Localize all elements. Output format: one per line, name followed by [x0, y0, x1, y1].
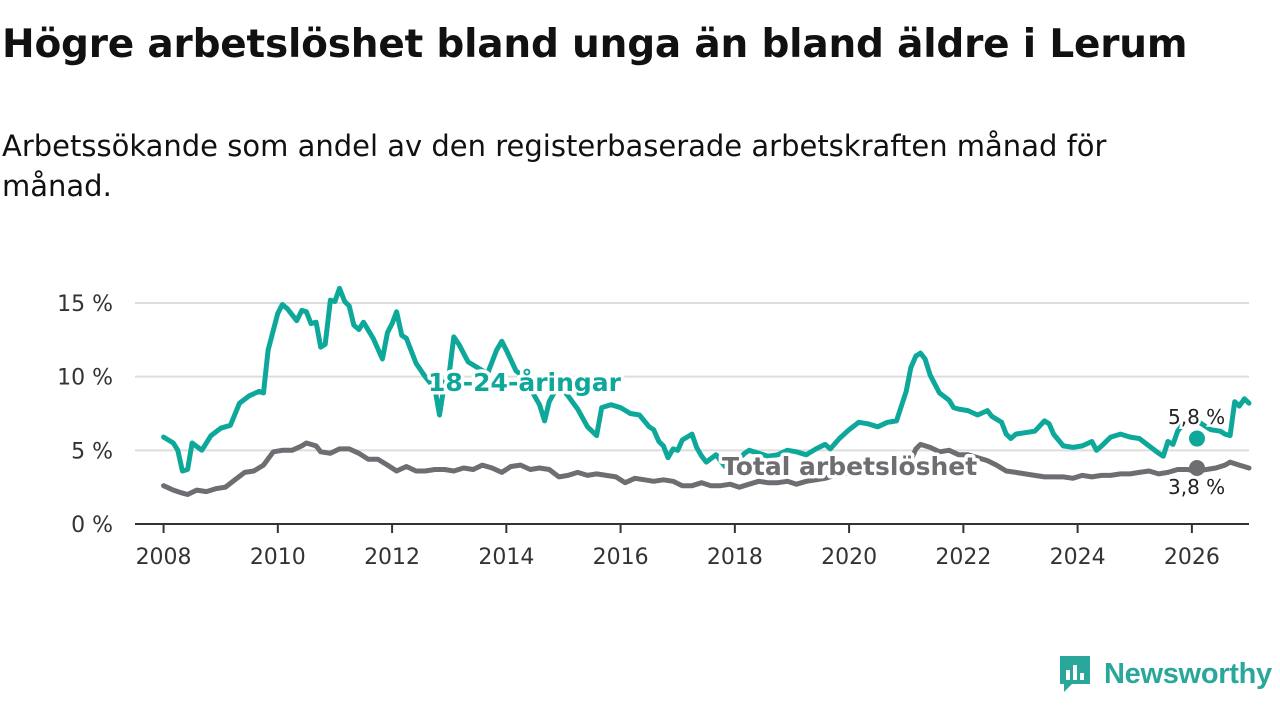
newsworthy-logo: Newsworthy — [1058, 654, 1272, 694]
series-labels: 18-24-åringar Total arbetslöshet 5,8 % 3… — [425, 365, 1228, 502]
series-label-total: Total arbetslöshet — [722, 452, 977, 481]
x-tick-label: 2010 — [250, 545, 306, 570]
brand-name: Newsworthy — [1104, 657, 1272, 690]
x-tick-label: 2008 — [136, 545, 192, 570]
end-point-total — [1189, 460, 1205, 477]
line-chart: 0 %5 %10 %15 % 2008 2010 2012 2014 2016 2018 2… — [57, 285, 1252, 570]
end-point-youth — [1189, 430, 1205, 447]
y-tick-label: 15 % — [57, 292, 113, 317]
x-axis-ticks: 2008 2010 2012 2014 2016 2018 2020 2022 2024 2026 — [136, 524, 1220, 570]
x-tick-label: 2014 — [478, 545, 534, 570]
x-tick-label: 2016 — [593, 545, 649, 570]
y-tick-label: 5 % — [71, 439, 113, 464]
x-tick-label: 2026 — [1164, 545, 1220, 570]
series-label-youth: 18-24-åringar — [428, 368, 622, 397]
y-axis-ticks: 0 % 5 % 10 % 15 % — [57, 292, 113, 538]
y-tick-label: 10 % — [57, 366, 113, 391]
series-line-total — [161, 440, 1252, 497]
chart-subtitle: Arbetssökande som andel av den registerb… — [2, 129, 1107, 203]
chart-title: Högre arbetslöshet bland unga än bland ä… — [2, 22, 1188, 67]
newsworthy-chart-bubble-icon — [1060, 656, 1090, 692]
y-tick-label: 0 % — [71, 513, 113, 538]
grid-lines — [135, 302, 1249, 452]
end-label-youth: 5,8 % — [1168, 405, 1225, 429]
end-label-total: 3,8 % — [1168, 475, 1225, 499]
x-tick-label: 2020 — [821, 545, 877, 570]
x-tick-label: 2024 — [1050, 545, 1106, 570]
series-line-youth — [161, 285, 1252, 474]
x-tick-label: 2012 — [364, 545, 420, 570]
x-tick-label: 2022 — [935, 545, 991, 570]
series-lines — [161, 285, 1252, 497]
x-tick-label: 2018 — [707, 545, 763, 570]
